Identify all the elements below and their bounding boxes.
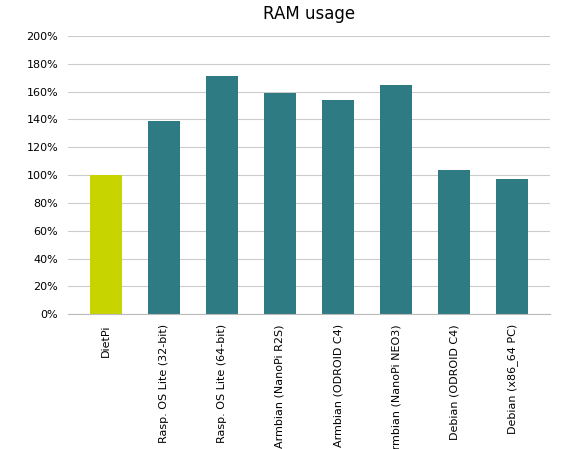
Bar xyxy=(148,121,180,314)
Bar xyxy=(380,84,412,314)
Bar xyxy=(496,179,528,314)
Bar xyxy=(438,170,470,314)
Bar xyxy=(206,76,238,314)
Bar xyxy=(264,93,296,314)
Bar xyxy=(90,175,122,314)
Bar xyxy=(322,100,354,314)
Title: RAM usage: RAM usage xyxy=(263,5,355,23)
